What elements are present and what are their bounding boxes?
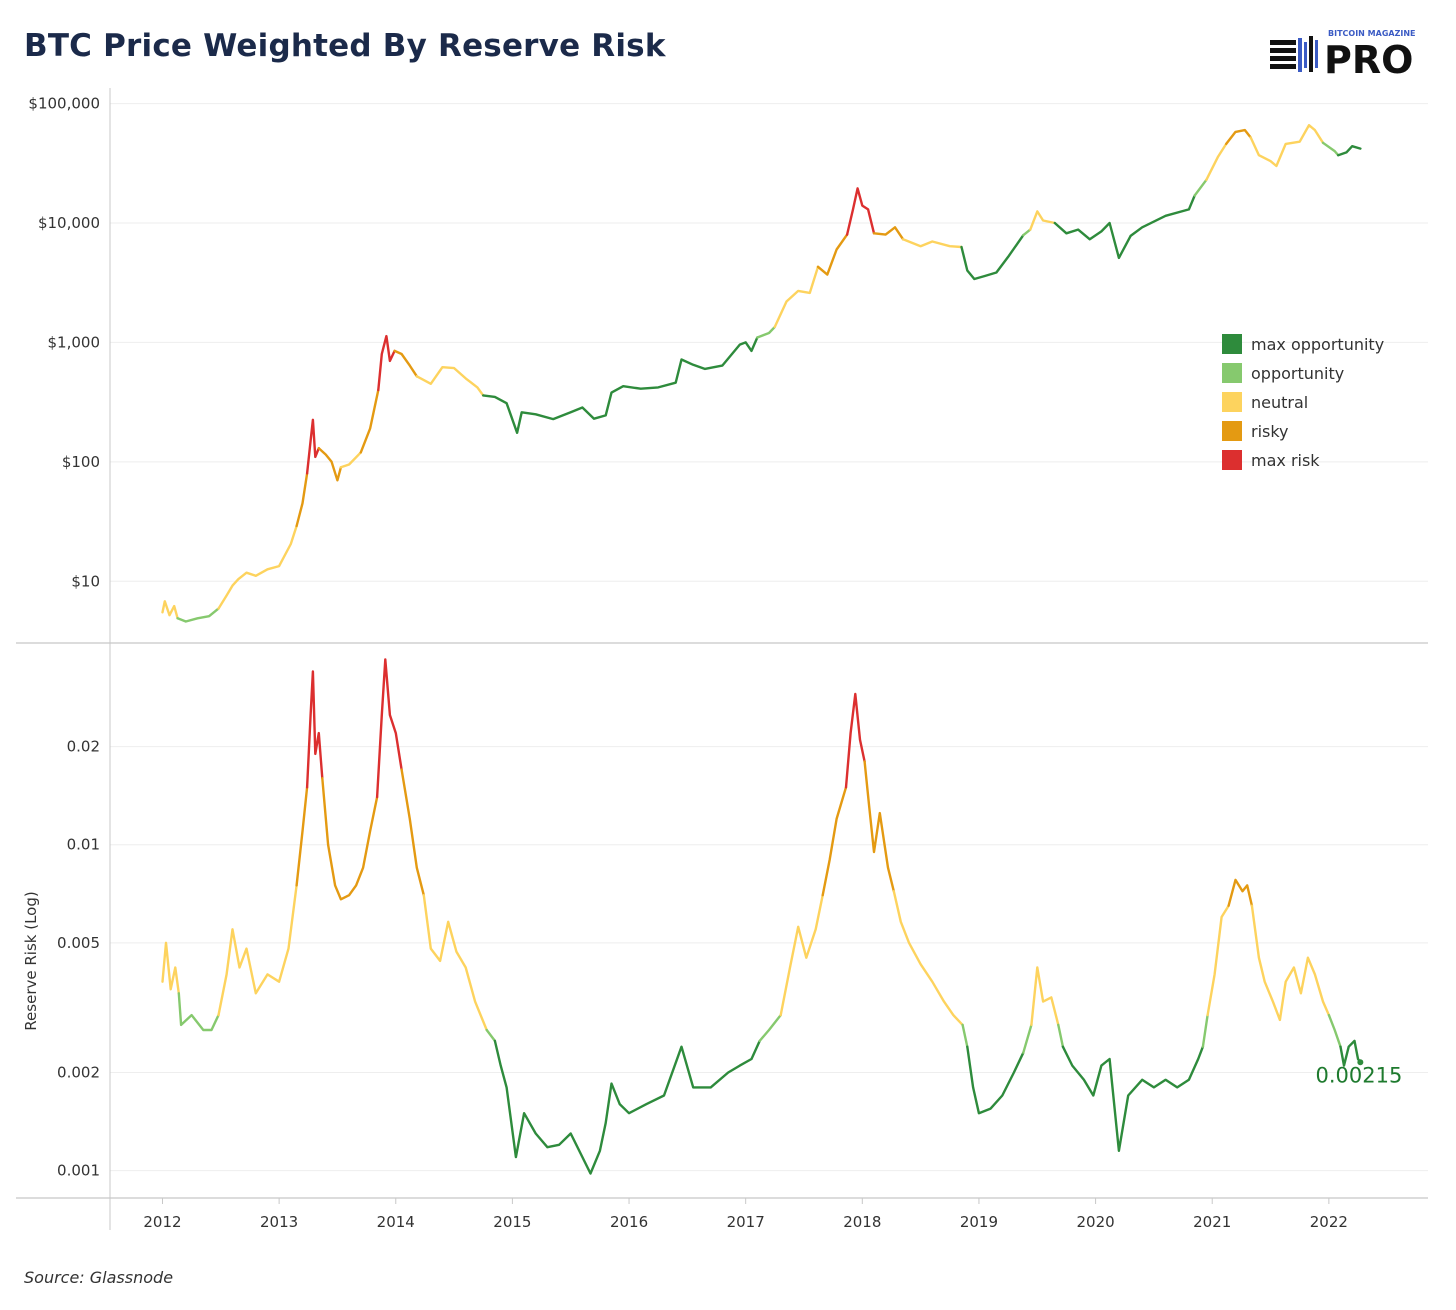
reserve_risk-line-neutral xyxy=(161,941,180,995)
price-line-max-opportunity xyxy=(960,234,1025,281)
reserve_risk-line-risky xyxy=(295,786,309,887)
reserve_risk-line-opportunity xyxy=(1057,1023,1065,1048)
x-tick-label: 2021 xyxy=(1193,1213,1231,1231)
x-tick-label: 2012 xyxy=(143,1213,181,1231)
source-note: Source: Glassnode xyxy=(24,1268,174,1287)
reserve_risk-line-max-opportunity xyxy=(1339,1039,1362,1067)
price-line-neutral xyxy=(1205,142,1228,181)
reserve_risk-line-opportunity xyxy=(1201,1013,1209,1048)
legend-label-risky: risky xyxy=(1251,422,1289,441)
reserve_risk-line-neutral xyxy=(892,890,964,1027)
x-tick-label: 2014 xyxy=(377,1213,415,1231)
chart-title: BTC Price Weighted By Reserve Risk xyxy=(24,28,666,64)
x-tick-label: 2018 xyxy=(843,1213,881,1231)
legend-label-neutral: neutral xyxy=(1251,393,1308,412)
legend-swatch-max-risk xyxy=(1222,450,1242,470)
price-line-opportunity xyxy=(1022,228,1032,237)
reserve_risk-line-opportunity xyxy=(758,1013,782,1043)
price-ytick-label: $1,000 xyxy=(48,333,101,351)
price-line-max-opportunity xyxy=(1337,145,1362,157)
price-line-risky xyxy=(1225,128,1252,146)
price-line-risky xyxy=(317,447,343,482)
reserve_risk-line-risky xyxy=(400,768,425,897)
reserve_risk-line-max-risk xyxy=(375,658,403,799)
price-line-risky xyxy=(816,233,849,276)
reserve_risk-line-neutral xyxy=(217,884,298,1017)
price-line-neutral xyxy=(773,265,820,329)
legend-swatch-opportunity xyxy=(1222,363,1242,383)
reserve_risk-line-opportunity xyxy=(1022,1023,1033,1054)
reserve_risk-line-opportunity xyxy=(1327,1013,1342,1048)
price-line-neutral xyxy=(1249,124,1325,168)
reserve_risk-line-neutral xyxy=(1206,904,1230,1017)
logo-large-text: PRO xyxy=(1324,38,1413,78)
latest-value-label: 0.00215 xyxy=(1316,1063,1403,1087)
reserve_risk-line-opportunity xyxy=(485,1028,497,1043)
reserve_risk-line-max-opportunity xyxy=(493,1039,761,1175)
reserve_risk-line-risky xyxy=(821,786,848,897)
price-line-max-risk xyxy=(377,334,396,392)
price-line-opportunity xyxy=(1321,141,1340,157)
price-ytick-label: $100,000 xyxy=(28,95,100,113)
reserve_risk-ytick-label: 0.01 xyxy=(67,836,100,854)
reserve_risk-ytick-label: 0.001 xyxy=(57,1162,100,1180)
reserve_risk-line-max-risk xyxy=(305,670,324,789)
price-line-opportunity xyxy=(176,607,220,623)
legend-label-max-risk: max risk xyxy=(1251,451,1320,470)
price-line-neutral xyxy=(415,366,485,397)
price-line-neutral xyxy=(161,600,179,620)
legend-swatch-max-opportunity xyxy=(1222,334,1242,354)
x-tick-label: 2019 xyxy=(960,1213,998,1231)
price-line-risky xyxy=(872,226,905,241)
logo-mark-icon xyxy=(1270,36,1318,72)
x-tick-label: 2017 xyxy=(727,1213,765,1231)
price-line-opportunity xyxy=(756,325,776,339)
x-tick-label: 2015 xyxy=(493,1213,531,1231)
price-ytick-label: $10,000 xyxy=(38,214,100,232)
price-line-max-opportunity xyxy=(482,336,759,434)
legend-label-max-opportunity: max opportunity xyxy=(1251,335,1384,354)
reserve_risk-line-max-opportunity xyxy=(966,1045,1025,1115)
price-line-max-opportunity xyxy=(1053,194,1196,260)
reserve_risk-line-opportunity xyxy=(177,992,220,1032)
reserve_risk-ylabel: Reserve Risk (Log) xyxy=(22,891,40,1030)
reserve_risk-ytick-label: 0.02 xyxy=(67,738,100,756)
price-ytick-label: $10 xyxy=(71,572,100,590)
price-line-max-risk xyxy=(305,418,320,475)
price-line-risky xyxy=(359,388,380,454)
legend-label-opportunity: opportunity xyxy=(1251,364,1344,383)
reserve_risk-ytick-label: 0.002 xyxy=(57,1064,100,1082)
price-line-neutral xyxy=(217,524,298,610)
x-tick-label: 2013 xyxy=(260,1213,298,1231)
latest-value-point xyxy=(1357,1059,1364,1066)
reserve_risk-line-risky xyxy=(321,777,379,901)
reserve_risk-line-opportunity xyxy=(961,1023,969,1048)
reserve_risk-line-neutral xyxy=(1030,966,1060,1027)
legend-swatch-neutral xyxy=(1222,392,1242,412)
reserve_risk-ytick-label: 0.005 xyxy=(57,934,100,952)
price-line-neutral xyxy=(1029,210,1056,231)
reserve_risk-line-risky xyxy=(863,760,895,893)
price-line-neutral xyxy=(339,451,362,469)
reserve_risk-line-max-risk xyxy=(844,692,866,789)
reserve_risk-line-neutral xyxy=(779,894,824,1017)
x-tick-label: 2016 xyxy=(610,1213,648,1231)
x-tick-label: 2022 xyxy=(1310,1213,1348,1231)
legend-swatch-risky xyxy=(1222,421,1242,441)
reserve_risk-line-risky xyxy=(1227,878,1254,907)
price-line-max-risk xyxy=(845,187,876,236)
price-line-opportunity xyxy=(1193,178,1208,197)
reserve_risk-line-neutral xyxy=(422,894,488,1032)
reserve_risk-line-max-opportunity xyxy=(1061,1045,1205,1152)
price-line-risky xyxy=(393,349,418,378)
price-ytick-label: $100 xyxy=(62,453,100,471)
reserve_risk-line-neutral xyxy=(1250,904,1331,1022)
x-tick-label: 2020 xyxy=(1076,1213,1114,1231)
logo-small-text: BITCOIN MAGAZINE xyxy=(1328,29,1416,38)
price-line-risky xyxy=(295,472,309,528)
price-line-neutral xyxy=(901,238,963,249)
